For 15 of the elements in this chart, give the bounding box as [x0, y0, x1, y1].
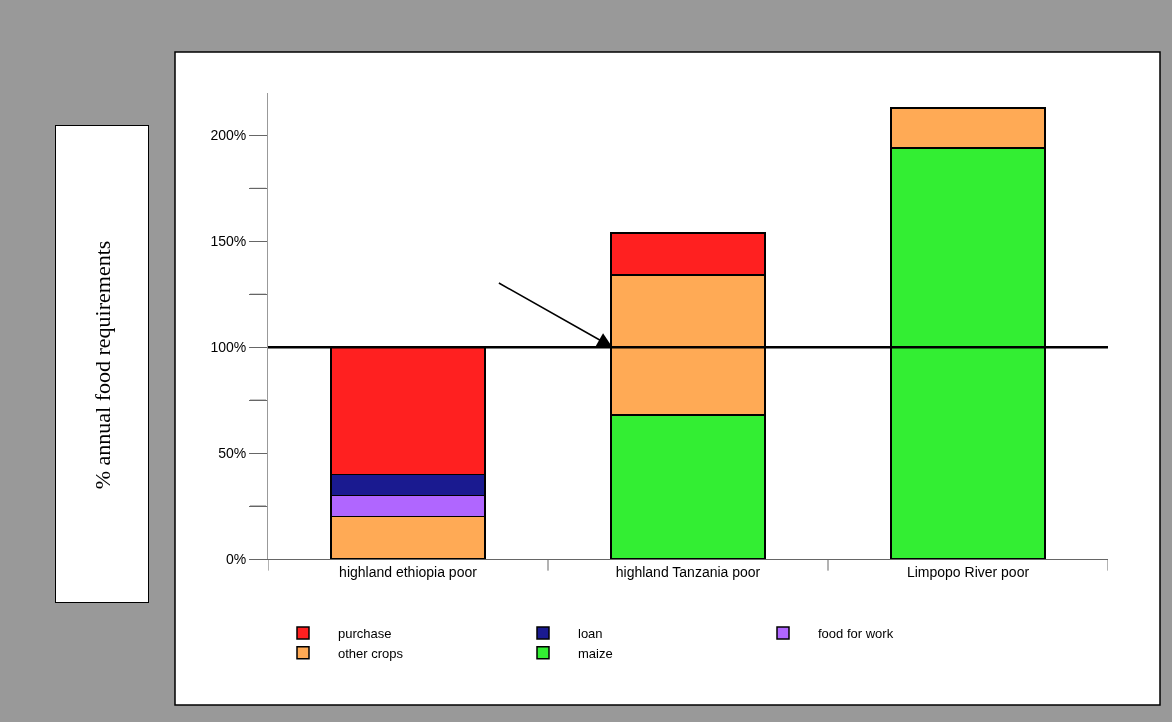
legend-label: food for work	[818, 626, 894, 642]
y-axis-title: % annual food requirements	[90, 240, 116, 490]
y-tick-label: 150%	[210, 233, 247, 250]
x-tick-label: highland ethiopia poor	[339, 563, 478, 580]
label-frame: % annual food requirements	[55, 125, 149, 603]
y-tick-label: 200%	[210, 127, 247, 144]
legend-label: other crops	[338, 645, 404, 661]
x-tick-label: highland Tanzania poor	[615, 563, 761, 580]
legend-label: purchase	[338, 626, 392, 642]
legend-label: loan	[578, 626, 603, 642]
y-tick-label: 0%	[225, 550, 247, 567]
y-tick-label: 50%	[218, 444, 247, 461]
legend-label: maize	[578, 645, 613, 661]
x-tick-label: Limpopo River poor	[906, 563, 1030, 580]
y-tick-label: 100%	[210, 339, 247, 356]
